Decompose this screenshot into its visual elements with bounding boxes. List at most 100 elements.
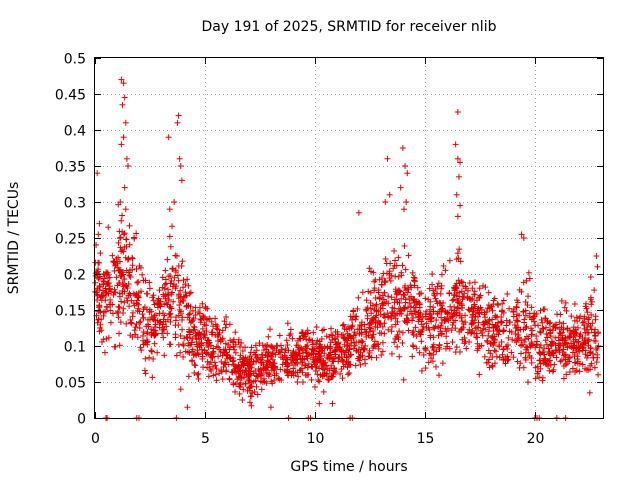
- data-point: [256, 340, 263, 347]
- data-point: [425, 296, 432, 303]
- data-point: [528, 304, 535, 311]
- data-point: [496, 354, 503, 361]
- data-point: [422, 295, 429, 302]
- data-point: [481, 353, 488, 360]
- data-point: [402, 299, 409, 306]
- data-point: [398, 269, 405, 276]
- data-point: [414, 284, 421, 291]
- data-point: [316, 338, 323, 345]
- data-point: [373, 301, 380, 308]
- data-point: [440, 262, 447, 269]
- data-point: [441, 307, 448, 314]
- data-point: [573, 345, 580, 352]
- data-point: [118, 217, 125, 224]
- data-point: [141, 367, 148, 374]
- data-point: [496, 342, 503, 349]
- data-point: [392, 321, 399, 328]
- data-point: [569, 365, 576, 372]
- data-point: [182, 281, 189, 288]
- data-point: [405, 327, 412, 334]
- data-point: [109, 252, 116, 259]
- data-point: [560, 320, 567, 327]
- data-point: [498, 319, 505, 326]
- data-point: [549, 368, 556, 375]
- data-point: [128, 320, 135, 327]
- data-point: [591, 287, 598, 294]
- data-point: [570, 334, 577, 341]
- data-point: [593, 346, 600, 353]
- data-point: [377, 304, 384, 311]
- data-point: [146, 285, 153, 292]
- data-point: [221, 318, 228, 325]
- data-point: [186, 349, 193, 356]
- data-point: [358, 344, 365, 351]
- data-point: [240, 386, 247, 393]
- data-point: [115, 303, 122, 310]
- data-point: [183, 333, 190, 340]
- data-point: [399, 262, 406, 269]
- data-point: [101, 278, 108, 285]
- data-point: [459, 293, 466, 300]
- data-point: [439, 360, 446, 367]
- data-point: [169, 265, 176, 272]
- data-point: [491, 347, 498, 354]
- data-point: [316, 378, 323, 385]
- data-point: [232, 349, 239, 356]
- data-point: [341, 341, 348, 348]
- data-point: [370, 331, 377, 338]
- data-point: [121, 299, 128, 306]
- data-point: [456, 348, 463, 355]
- data-point: [315, 377, 322, 384]
- data-point: [517, 342, 524, 349]
- data-point: [365, 332, 372, 339]
- data-point: [522, 298, 529, 305]
- data-point: [326, 334, 333, 341]
- data-point: [500, 297, 507, 304]
- data-point: [435, 280, 442, 287]
- data-point: [363, 307, 370, 314]
- data-point: [443, 333, 450, 340]
- data-point: [195, 370, 202, 377]
- data-point: [135, 294, 142, 301]
- data-point: [588, 311, 595, 318]
- data-point: [537, 307, 544, 314]
- data-point: [246, 353, 253, 360]
- data-point: [225, 361, 232, 368]
- data-point: [455, 305, 462, 312]
- data-point: [540, 325, 547, 332]
- data-point: [503, 322, 510, 329]
- data-point: [118, 272, 125, 279]
- data-point: [324, 365, 331, 372]
- data-point: [539, 325, 546, 332]
- data-point: [418, 338, 425, 345]
- data-point: [253, 347, 260, 354]
- data-point: [208, 318, 215, 325]
- data-point: [435, 332, 442, 339]
- data-point: [142, 370, 149, 377]
- data-point: [213, 365, 220, 372]
- data-point: [212, 371, 219, 378]
- data-point: [179, 326, 186, 333]
- data-point: [474, 313, 481, 320]
- data-point: [165, 286, 172, 293]
- data-point: [195, 375, 202, 382]
- data-point: [200, 313, 207, 320]
- data-point: [429, 271, 436, 278]
- data-point: [257, 356, 264, 363]
- data-point: [513, 317, 520, 324]
- data-point: [177, 349, 184, 356]
- data-point: [123, 320, 130, 327]
- data-point: [391, 339, 398, 346]
- data-point: [248, 344, 255, 351]
- data-point: [350, 307, 357, 314]
- data-point: [249, 389, 256, 396]
- data-point: [248, 379, 255, 386]
- data-point: [146, 354, 153, 361]
- data-point: [357, 361, 364, 368]
- data-point: [536, 374, 543, 381]
- data-point: [479, 332, 486, 339]
- data-point: [213, 343, 220, 350]
- data-point: [143, 306, 150, 313]
- data-point: [429, 281, 436, 288]
- data-point: [295, 373, 302, 380]
